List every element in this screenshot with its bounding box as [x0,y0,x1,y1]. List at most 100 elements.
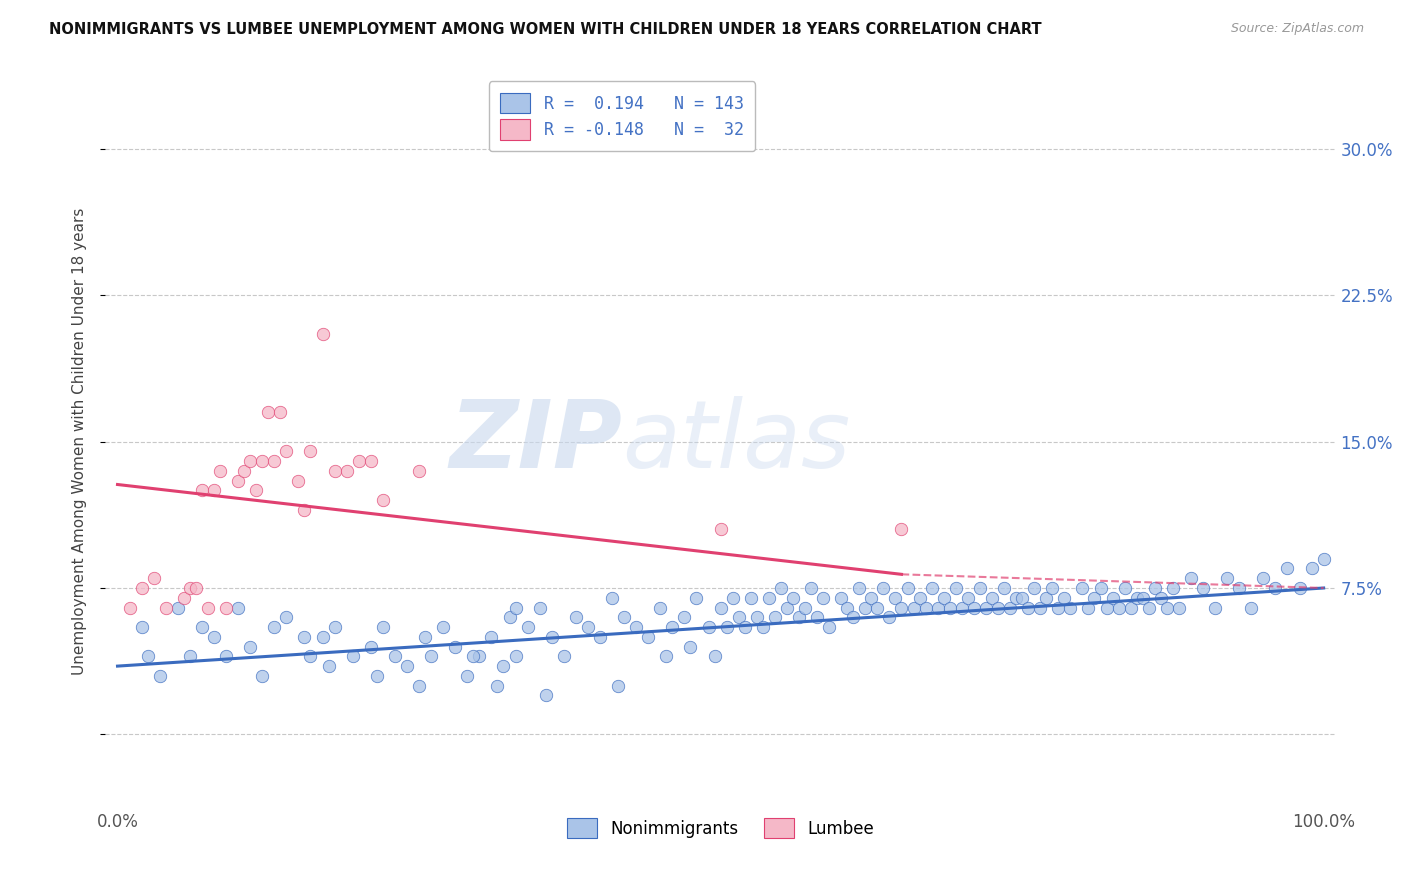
Point [1071,581,1094,595]
Legend: Nonimmigrants, Lumbee: Nonimmigrants, Lumbee [561,812,880,845]
Point [184,581,207,595]
Point [963,600,986,615]
Point [1095,600,1118,615]
Point [1301,561,1323,575]
Point [131,581,153,595]
Point [191,483,214,498]
Point [993,581,1015,595]
Point [661,620,683,634]
Point [848,581,870,595]
Point [540,630,562,644]
Point [371,620,394,634]
Point [481,630,503,644]
Point [202,483,225,498]
Point [1029,600,1052,615]
Y-axis label: Unemployment Among Women with Children Under 18 years: Unemployment Among Women with Children U… [72,208,87,675]
Point [1053,591,1076,605]
Point [938,600,960,615]
Point [1077,600,1099,615]
Point [202,630,225,644]
Point [1125,591,1147,605]
Point [565,610,588,624]
Point [420,649,443,664]
Point [1288,581,1310,595]
Point [800,581,823,595]
Point [360,640,382,654]
Point [166,600,188,615]
Point [1011,591,1033,605]
Point [607,679,630,693]
Point [136,649,159,664]
Point [721,591,744,605]
Point [408,679,430,693]
Point [1119,600,1142,615]
Point [1132,591,1154,605]
Point [679,640,702,654]
Point [758,591,780,605]
Point [131,620,153,634]
Point [173,591,195,605]
Point [408,464,430,478]
Point [257,405,280,419]
Point [655,649,678,664]
Point [1024,581,1046,595]
Point [366,669,388,683]
Point [782,591,804,605]
Point [413,630,436,644]
Point [276,610,298,624]
Point [463,649,485,664]
Point [727,610,749,624]
Point [945,581,967,595]
Point [650,600,672,615]
Point [1047,600,1070,615]
Point [1090,581,1112,595]
Point [956,591,979,605]
Point [1167,600,1189,615]
Point [505,600,527,615]
Point [1108,600,1130,615]
Point [1192,581,1215,595]
Point [553,649,575,664]
Point [1204,600,1226,615]
Point [811,591,834,605]
Point [1040,581,1063,595]
Point [311,327,333,342]
Point [974,600,997,615]
Point [921,581,943,595]
Point [233,464,256,478]
Point [492,659,515,673]
Point [842,610,865,624]
Point [734,620,756,634]
Point [740,591,762,605]
Point [709,523,731,537]
Point [276,444,298,458]
Point [215,600,238,615]
Point [468,649,491,664]
Point [294,630,316,644]
Point [1312,551,1334,566]
Point [226,474,249,488]
Point [903,600,925,615]
Point [697,620,720,634]
Point [879,610,901,624]
Text: Source: ZipAtlas.com: Source: ZipAtlas.com [1230,22,1364,36]
Point [360,454,382,468]
Point [1101,591,1123,605]
Point [534,689,557,703]
Point [1216,571,1239,585]
Point [263,454,285,468]
Point [269,405,291,419]
Point [252,669,274,683]
Point [347,454,370,468]
Point [395,659,418,673]
Point [837,600,859,615]
Point [752,620,775,634]
Point [318,659,340,673]
Point [1137,600,1160,615]
Point [252,454,274,468]
Point [969,581,991,595]
Point [1017,600,1039,615]
Point [589,630,612,644]
Point [299,649,322,664]
Point [239,454,262,468]
